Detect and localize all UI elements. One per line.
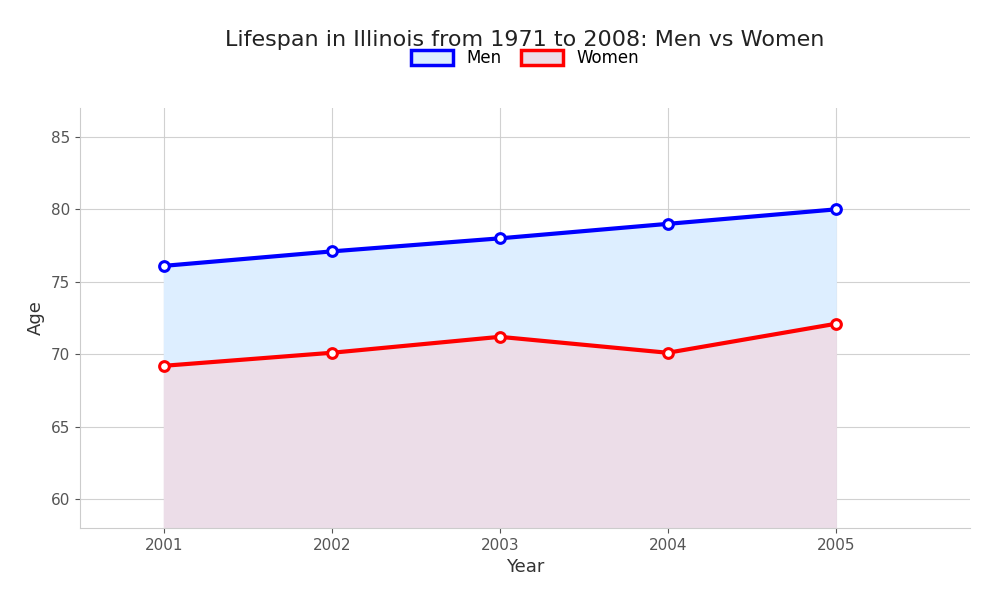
- Legend: Men, Women: Men, Women: [403, 41, 647, 76]
- X-axis label: Year: Year: [506, 558, 544, 576]
- Y-axis label: Age: Age: [27, 301, 45, 335]
- Title: Lifespan in Illinois from 1971 to 2008: Men vs Women: Lifespan in Illinois from 1971 to 2008: …: [225, 29, 825, 49]
